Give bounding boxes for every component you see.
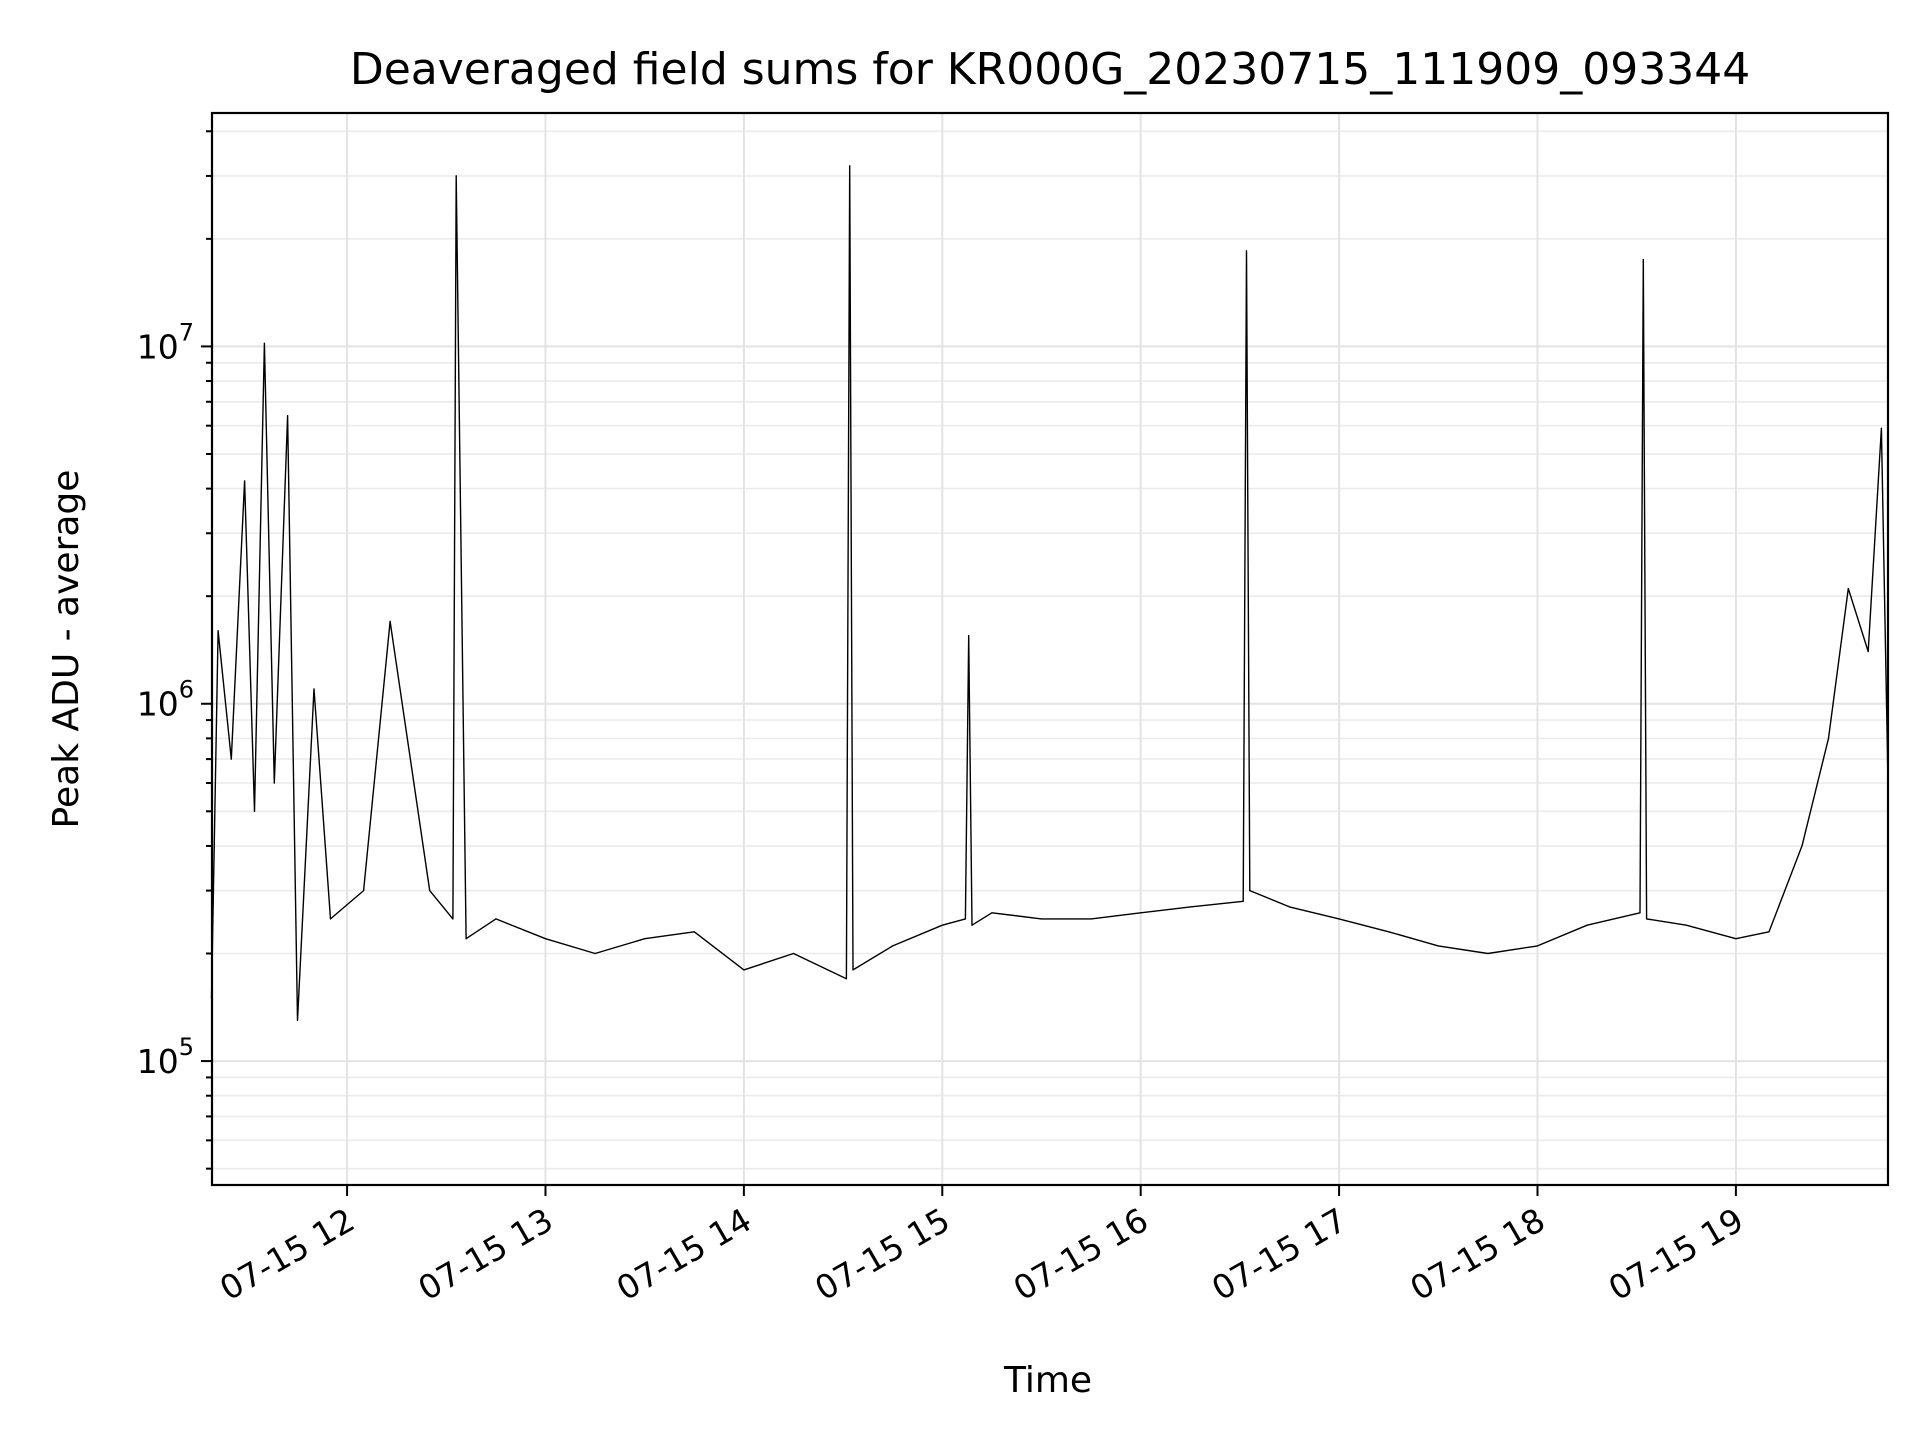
data-point	[964, 918, 967, 920]
data-point	[991, 912, 993, 914]
data-point	[1768, 931, 1770, 933]
data-point	[1249, 890, 1251, 892]
data-point	[1867, 650, 1869, 653]
data-point	[296, 1019, 299, 1022]
data-point	[792, 952, 795, 955]
grid	[212, 113, 1888, 1185]
data-point	[1646, 918, 1648, 920]
data-point	[217, 630, 219, 632]
y-tick-label: 107	[137, 318, 194, 366]
data-point	[594, 952, 596, 955]
series-layer	[210, 165, 1889, 1022]
data-point	[1437, 945, 1439, 947]
data-point	[644, 938, 646, 940]
data-point	[313, 688, 315, 690]
data-point	[693, 931, 695, 933]
data-point	[743, 969, 745, 971]
data-point	[230, 758, 232, 760]
data-point	[1642, 259, 1644, 261]
data-point	[389, 620, 391, 623]
data-point	[1801, 845, 1803, 847]
data-point	[1685, 924, 1687, 926]
data-point	[1586, 924, 1588, 926]
data-point	[1242, 900, 1244, 902]
data-point	[1189, 906, 1191, 908]
data-point	[1288, 906, 1291, 908]
data-point	[452, 918, 454, 920]
data-point	[544, 938, 547, 940]
x-axis-label: Time	[1003, 1360, 1092, 1401]
data-point	[1245, 250, 1248, 252]
data-point	[1090, 918, 1092, 920]
data-point	[941, 924, 943, 926]
data-point	[1140, 912, 1142, 914]
data-point	[1338, 918, 1340, 920]
data-point	[852, 969, 854, 971]
data-point	[849, 165, 851, 167]
data-point	[455, 175, 457, 177]
data-point	[1735, 938, 1737, 940]
data-point	[329, 918, 332, 920]
data-point	[1639, 912, 1641, 914]
data-point	[971, 924, 973, 926]
data-point	[968, 635, 970, 637]
data-point	[1827, 737, 1830, 740]
data-point	[892, 945, 894, 947]
data-point	[465, 938, 467, 940]
data-point	[363, 890, 365, 892]
data-point	[429, 890, 431, 892]
data-point	[263, 342, 265, 344]
data-point	[845, 978, 848, 980]
data-point	[244, 480, 246, 482]
data-point	[1536, 945, 1539, 947]
y-tick-label: 105	[137, 1033, 194, 1081]
plot-frame	[210, 111, 1890, 1187]
data-point	[1487, 952, 1489, 955]
data-point	[287, 415, 289, 417]
data-point	[1040, 918, 1043, 920]
data-point	[1388, 931, 1390, 933]
data-point	[273, 782, 275, 784]
data-point	[1847, 588, 1849, 590]
y-tick-label: 106	[137, 676, 194, 724]
data-point	[1880, 427, 1882, 429]
data-point	[495, 918, 497, 920]
y-axis-label: Peak ADU - average	[46, 470, 87, 829]
chart-title: Deaveraged field sums for KR000G_2023071…	[350, 44, 1750, 95]
data-point	[253, 810, 256, 812]
